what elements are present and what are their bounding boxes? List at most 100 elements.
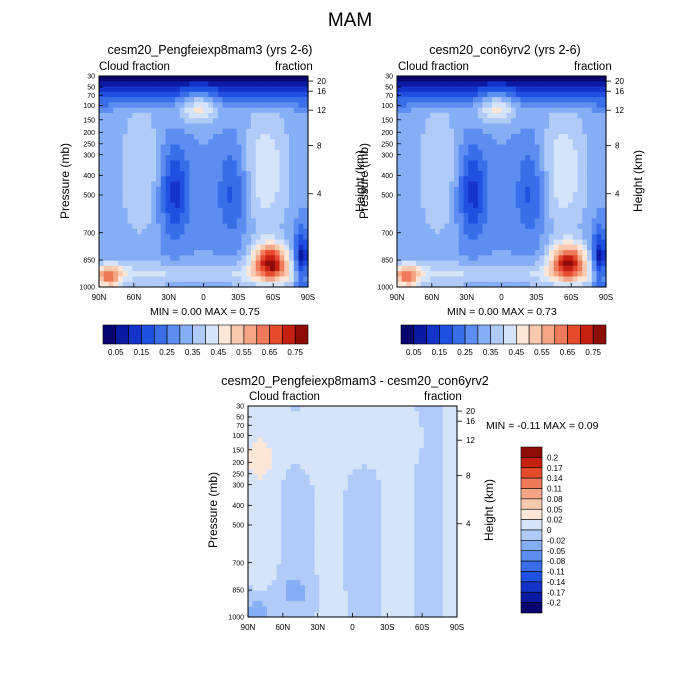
- panel-2-cell: [496, 118, 503, 125]
- panel-1-cell: [189, 244, 195, 251]
- panel-1-cell: [151, 207, 157, 214]
- panel-1-cell: [175, 118, 181, 125]
- panel-1-cell: [260, 134, 266, 140]
- panel-2-cell: [530, 218, 536, 225]
- panel-2-cell: [496, 91, 503, 98]
- panel-3-cell: [381, 558, 387, 565]
- panel-2-cell: [563, 213, 569, 220]
- panel-1-cell: [146, 213, 152, 220]
- panel-1-cell: [179, 276, 186, 283]
- panel-2-cell: [406, 239, 412, 246]
- panel-1-cell: [179, 170, 186, 177]
- panel-2-cell: [439, 112, 446, 119]
- panel-1-cell: [189, 250, 195, 256]
- panel-2-cell: [425, 76, 431, 82]
- panel-2-cell: [591, 97, 598, 103]
- panel-1-cell: [141, 186, 148, 193]
- panel-3-cell: [347, 479, 354, 486]
- panel-2-cell: [530, 207, 536, 214]
- panel-3-cell: [423, 479, 430, 486]
- panel-3-cell: [314, 516, 320, 523]
- panel-2-cell: [596, 271, 602, 278]
- panel-3-cell: [271, 558, 278, 565]
- panel-2-cell: [539, 107, 545, 114]
- panel-1-cell: [160, 176, 167, 183]
- panel-2-cell: [487, 134, 493, 140]
- panel-2-cell: [577, 255, 583, 262]
- panel-2-cell: [458, 250, 465, 256]
- panel-2-cell: [487, 223, 493, 230]
- panel-1-cell: [241, 234, 247, 241]
- panel-1-cell: [260, 244, 266, 251]
- panel-1-cell: [103, 239, 110, 246]
- panel-3-cell: [395, 485, 401, 492]
- panel-1-cell: [232, 118, 238, 125]
- panel-2-cell: [401, 149, 408, 156]
- panel-1-cell: [293, 207, 300, 214]
- panel-3-cell: [324, 527, 330, 534]
- panel-2-cell: [530, 97, 536, 103]
- panel-2-cell: [515, 228, 522, 235]
- panel-1-cell: [274, 176, 281, 183]
- panel-1-cell: [265, 276, 271, 283]
- panel-1-cell: [241, 112, 247, 119]
- panel-2-cell: [416, 186, 422, 193]
- panel-3-cell: [347, 406, 354, 412]
- panel-1-cell: [213, 281, 219, 288]
- panel-1-cell: [274, 213, 281, 220]
- panel-2-cell: [596, 228, 602, 235]
- panel-2-cell: [582, 281, 588, 288]
- panel-2-cell: [568, 128, 574, 135]
- panel-1-cell: [198, 91, 205, 98]
- panel-1-cell: [213, 160, 219, 167]
- panel-1-cell: [156, 181, 162, 188]
- panel-1-cell: [146, 239, 152, 246]
- panel-1-cell: [103, 260, 110, 267]
- panel-3-cell: [381, 548, 387, 555]
- panel-3-cell: [452, 532, 458, 539]
- panel-1-cell: [189, 281, 195, 288]
- panel-2-cell: [534, 149, 541, 156]
- panel-2-cell: [487, 139, 493, 146]
- panel-2-cell: [482, 250, 488, 256]
- panel-1-cell: [274, 123, 281, 130]
- panel-3-cell: [290, 506, 297, 513]
- panel-1-cell: [222, 81, 228, 88]
- panel-1-cell: [184, 234, 190, 241]
- panel-1-cell: [251, 255, 257, 262]
- panel-3-cell: [385, 437, 392, 444]
- panel-2-cell: [572, 134, 579, 140]
- panel-1-cell: [113, 260, 119, 267]
- panel-3-cell: [409, 464, 415, 470]
- panel-3-cell: [390, 558, 396, 565]
- panel-3-cell: [433, 527, 439, 534]
- panel-3-cell: [376, 553, 382, 560]
- panel-1-cell: [137, 228, 143, 235]
- panel-2-cell: [482, 97, 488, 103]
- panel-1-cell: [208, 192, 214, 198]
- panel-1-cell: [251, 265, 257, 272]
- panel-2-cell: [501, 244, 507, 251]
- panel-1-cell: [122, 170, 129, 177]
- panel-1-cell: [118, 250, 124, 256]
- panel-1-cell: [241, 250, 247, 256]
- panel-2-cell: [411, 228, 417, 235]
- panel-2-cell: [401, 244, 408, 251]
- panel-1-cell: [227, 281, 233, 288]
- panel-1-cell: [198, 223, 205, 230]
- panel-3-cell: [419, 442, 425, 449]
- panel-3-cell: [333, 458, 339, 465]
- panel-2-cell: [487, 271, 493, 278]
- panel-1-cell: [298, 255, 304, 262]
- panel-1-cell: [103, 281, 110, 288]
- panel-1-cell: [132, 192, 138, 198]
- panel-1-cell: [179, 149, 186, 156]
- panel-3-cell: [390, 416, 396, 423]
- panel-1-cell: [265, 207, 271, 214]
- panel-2-cell: [515, 139, 522, 146]
- panel-2-cell: [572, 170, 579, 177]
- panel-1-cell: [194, 112, 200, 119]
- panel-3-cell: [385, 532, 392, 539]
- panel-3-cell: [290, 516, 297, 523]
- panel-3-cell: [271, 527, 278, 534]
